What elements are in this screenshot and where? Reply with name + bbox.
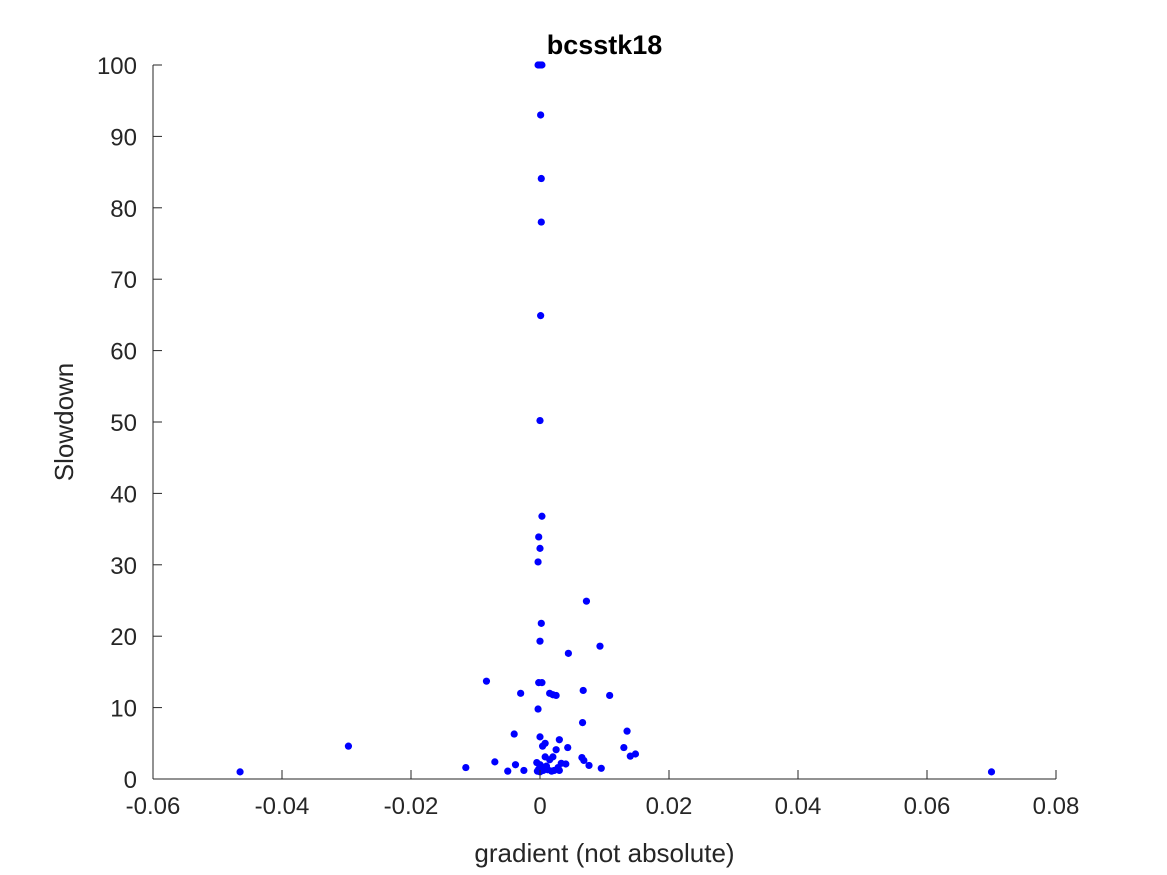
data-points	[236, 61, 996, 776]
y-tick-label: 40	[110, 481, 137, 508]
data-point	[564, 649, 572, 657]
plot-area	[153, 65, 1056, 779]
data-point	[533, 767, 542, 775]
data-point	[579, 686, 587, 695]
data-point	[555, 766, 563, 775]
data-point	[578, 718, 587, 727]
data-point	[585, 761, 593, 770]
x-axis-ticks: -0.06 -0.04 -0.02 0 0.02 0.04 0.06 0.08	[126, 770, 1080, 820]
data-point	[537, 218, 545, 226]
data-point	[482, 677, 491, 685]
data-point	[538, 742, 547, 750]
x-tick-label: 0.08	[1033, 793, 1080, 820]
x-tick-label: 0.04	[775, 793, 822, 820]
y-tick-label: 70	[110, 267, 137, 294]
data-point	[537, 619, 545, 627]
data-point	[538, 512, 546, 520]
data-point	[606, 691, 614, 700]
data-point	[536, 733, 544, 741]
data-point	[517, 689, 525, 697]
y-tick-label: 80	[110, 196, 137, 223]
data-point	[620, 743, 628, 752]
data-point	[597, 764, 605, 772]
data-point	[564, 743, 572, 752]
y-axis-title: Slowdown	[49, 363, 79, 482]
data-point	[236, 768, 244, 776]
data-point	[534, 705, 542, 713]
y-tick-label: 30	[110, 553, 137, 580]
data-point	[549, 691, 557, 699]
data-point	[538, 61, 546, 69]
x-tick-label: 0.06	[904, 793, 951, 820]
data-point	[504, 767, 512, 775]
data-point	[987, 768, 996, 776]
data-point	[582, 597, 591, 605]
data-point	[555, 736, 563, 744]
x-axis-title: gradient (not absolute)	[474, 838, 734, 868]
x-tick-label: -0.04	[255, 793, 310, 820]
x-tick-label: 0.02	[646, 793, 693, 820]
data-point	[552, 746, 560, 754]
data-point	[580, 756, 588, 765]
y-tick-label: 10	[110, 696, 137, 723]
data-point	[520, 766, 528, 775]
data-point	[537, 312, 545, 320]
x-tick-label: -0.02	[384, 793, 439, 820]
data-point	[491, 758, 499, 766]
data-point	[511, 761, 520, 769]
chart-title: bcsstk18	[547, 30, 663, 60]
data-point	[537, 111, 545, 119]
data-point	[535, 533, 543, 541]
x-tick-label: -0.06	[126, 793, 181, 820]
data-point	[536, 637, 544, 645]
data-point	[536, 416, 544, 425]
y-tick-label: 60	[110, 339, 137, 366]
data-point	[596, 642, 604, 650]
y-tick-label: 100	[97, 53, 137, 80]
data-point	[462, 763, 470, 772]
data-point	[549, 753, 557, 761]
data-point	[344, 742, 353, 750]
data-point	[623, 727, 631, 735]
data-point	[537, 174, 545, 183]
data-point	[510, 730, 518, 738]
data-point	[562, 760, 570, 768]
y-tick-label: 20	[110, 624, 137, 651]
x-tick-label: 0	[533, 793, 546, 820]
data-point	[534, 558, 542, 566]
y-axis-ticks: 0 10 20 30 40 50 60 70 80 90 100	[97, 53, 162, 794]
data-point	[538, 679, 546, 687]
data-point	[536, 544, 544, 552]
y-tick-label: 0	[124, 767, 137, 794]
y-tick-label: 90	[110, 124, 137, 151]
y-tick-label: 50	[110, 410, 137, 437]
data-point	[631, 750, 640, 758]
